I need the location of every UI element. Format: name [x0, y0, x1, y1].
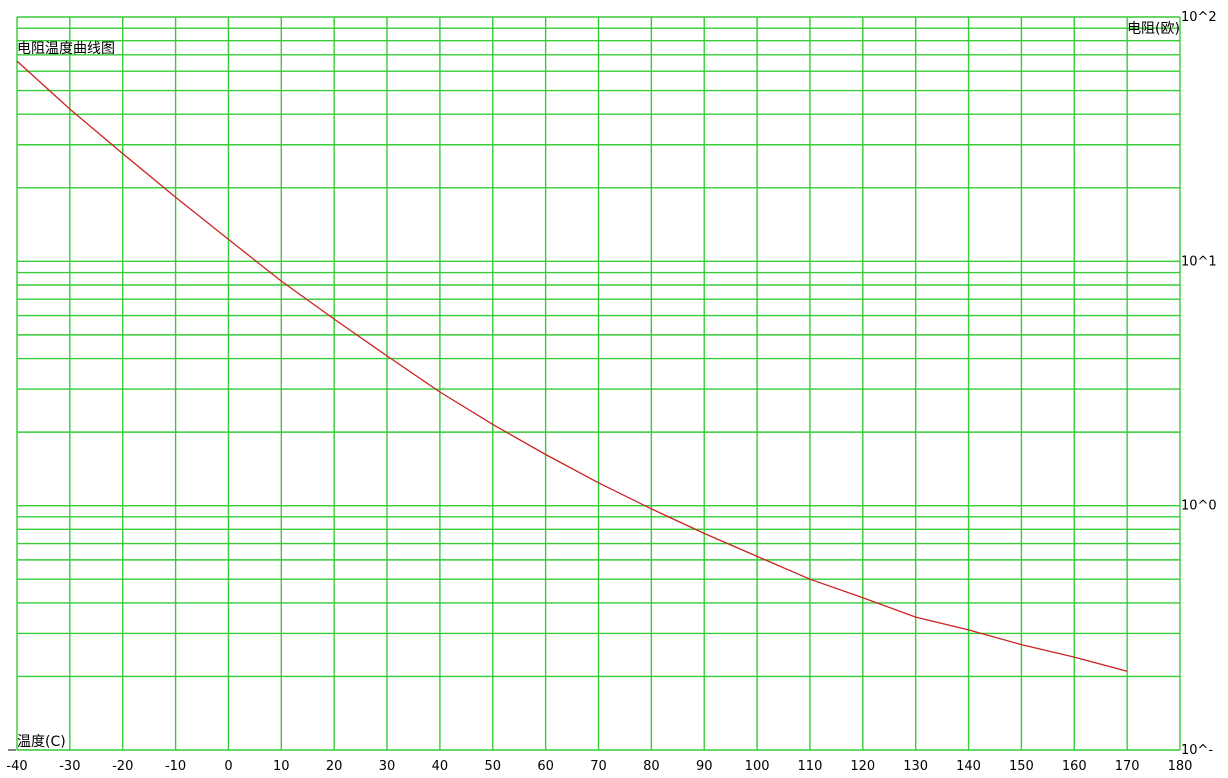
x-tick-label: 60 — [537, 759, 554, 774]
y-tick-label: 10^1 — [1181, 254, 1217, 269]
x-tick-label: 20 — [326, 759, 343, 774]
grid — [16, 16, 1181, 751]
y-tick-label: 10^0 — [1181, 499, 1217, 514]
y-axis-label: 电阻(欧) — [1127, 21, 1180, 37]
x-tick-label: 90 — [696, 759, 713, 774]
x-tick-label: 70 — [590, 759, 607, 774]
x-tick-label: -10 — [165, 759, 186, 774]
x-tick-label: -40 — [6, 759, 27, 774]
x-tick-label: 120 — [850, 759, 875, 774]
x-tick-label: 130 — [903, 759, 928, 774]
y-tick-label: 10^2 — [1181, 10, 1217, 25]
chart-title: 电阻温度曲线图 — [17, 41, 115, 57]
series-layer — [16, 60, 1128, 672]
x-tick-label: 80 — [643, 759, 660, 774]
x-tick-label: 180 — [1168, 759, 1193, 774]
x-tick-label: 10 — [273, 759, 290, 774]
tick-labels: -40 -30 -20 -10 0 10 20 30 40 50 60 70 80 90 100 110 120… — [6, 10, 1216, 774]
x-tick-label: 170 — [1115, 759, 1140, 774]
x-tick-label: 140 — [956, 759, 981, 774]
x-tick-label: -30 — [59, 759, 80, 774]
series-line — [16, 60, 1128, 672]
x-tick-label: 30 — [379, 759, 396, 774]
x-tick-label: 100 — [745, 759, 770, 774]
x-tick-label: 0 — [224, 759, 232, 774]
x-axis-label: 温度(C) — [17, 734, 66, 750]
x-tick-label: -20 — [112, 759, 133, 774]
x-tick-label: 150 — [1009, 759, 1034, 774]
x-tick-label: 40 — [432, 759, 449, 774]
x-tick-label: 50 — [484, 759, 501, 774]
x-tick-label: 160 — [1062, 759, 1087, 774]
y-tick-label: 10^- — [1181, 743, 1213, 758]
x-tick-label: 110 — [798, 759, 823, 774]
